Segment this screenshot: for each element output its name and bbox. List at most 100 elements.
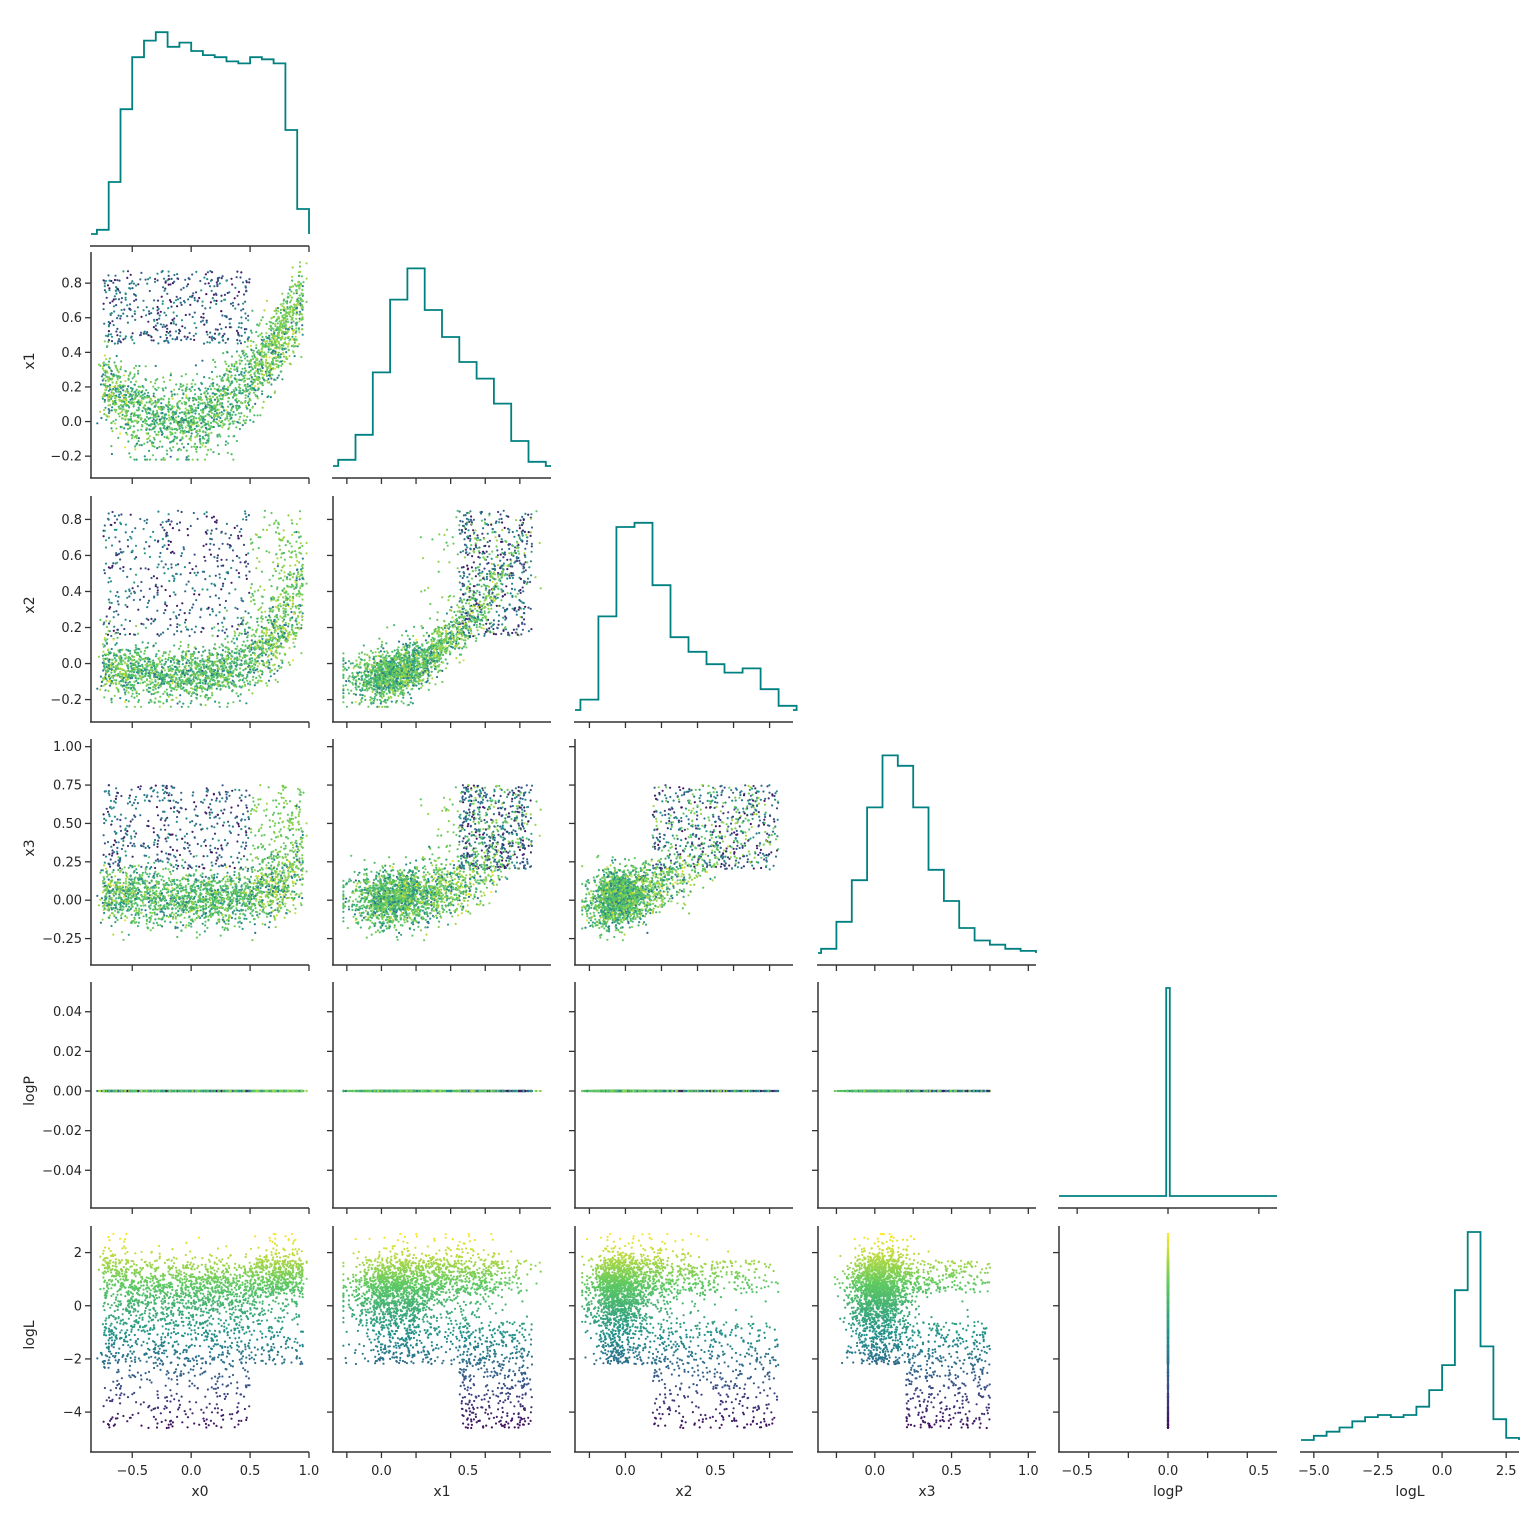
scatter-point (209, 553, 212, 556)
scatter-point (272, 561, 275, 564)
scatter-point (275, 365, 279, 368)
scatter-point (283, 309, 286, 312)
scatter-point (259, 647, 262, 650)
scatter-point (244, 370, 247, 373)
scatter-point (267, 642, 270, 646)
scatter-point (275, 307, 278, 310)
scatter-point (257, 536, 260, 539)
scatter-point (167, 274, 170, 277)
scatter-point (134, 284, 138, 287)
scatter-point (216, 383, 219, 386)
scatter-point (280, 326, 283, 329)
scatter-point (221, 422, 225, 425)
scatter-point (254, 402, 257, 405)
scatter-point (193, 646, 196, 649)
scatter-point (103, 572, 106, 575)
scatter-point (112, 654, 115, 657)
scatter-point (284, 623, 287, 627)
scatter-point (172, 410, 175, 413)
scatter-point (157, 686, 160, 689)
scatter-point (298, 628, 301, 631)
scatter-point (116, 518, 119, 521)
scatter-point (275, 344, 278, 347)
scatter-point (108, 607, 111, 610)
scatter-point (167, 414, 170, 417)
scatter-point (115, 659, 118, 662)
scatter-point (287, 312, 290, 315)
scatter-point (242, 669, 245, 672)
scatter-point (102, 408, 106, 412)
scatter-point (301, 577, 304, 580)
scatter-point (234, 413, 237, 416)
scatter-point (251, 355, 254, 358)
scatter-point (203, 342, 206, 345)
scatter-point (259, 381, 262, 384)
scatter-point (152, 692, 155, 696)
scatter-point (264, 616, 267, 619)
scatter-point (169, 322, 173, 325)
scatter-point (222, 352, 225, 355)
scatter-point (122, 312, 125, 315)
scatter-point (301, 324, 304, 327)
scatter-point (191, 396, 195, 400)
scatter-point (149, 458, 152, 461)
scatter-point (163, 673, 167, 676)
scatter-point (133, 591, 136, 595)
scatter-point (162, 277, 166, 280)
scatter-point (191, 670, 194, 673)
scatter-point (166, 693, 169, 697)
scatter-point (186, 681, 189, 684)
scatter-point (162, 456, 165, 460)
scatter-point (169, 551, 173, 554)
scatter-point (202, 645, 205, 648)
scatter-point (203, 391, 206, 394)
scatter-point (199, 668, 202, 671)
scatter-point (300, 552, 303, 555)
scatter-point (208, 575, 211, 578)
scatter-point (249, 657, 252, 660)
scatter-point (124, 523, 127, 526)
scatter-point (216, 422, 219, 426)
scatter-point (287, 348, 290, 351)
scatter-point (196, 432, 199, 435)
scatter-point (209, 388, 213, 391)
scatter-point (189, 571, 192, 575)
scatter-point (205, 321, 208, 324)
scatter-point (205, 515, 208, 518)
scatter-point (140, 402, 143, 405)
scatter-point (288, 646, 291, 650)
scatter-point (291, 599, 294, 602)
scatter-point (283, 571, 286, 574)
scatter-point (180, 319, 184, 322)
scatter-point (173, 280, 176, 283)
scatter-point (267, 351, 270, 354)
scatter-point (108, 661, 111, 664)
scatter-point (103, 289, 106, 292)
scatter-point (235, 380, 238, 383)
scatter-point (243, 367, 246, 370)
scatter-point (213, 398, 216, 401)
scatter-point (142, 309, 145, 312)
scatter-point (162, 631, 165, 634)
scatter-point (295, 585, 298, 588)
scatter-point (217, 333, 220, 336)
scatter-point (113, 694, 116, 698)
scatter-point (284, 321, 287, 324)
scatter-point (232, 388, 235, 391)
scatter-point (134, 318, 137, 321)
scatter-point (229, 403, 232, 406)
scatter-point (287, 593, 290, 596)
scatter-point (194, 332, 197, 335)
scatter-point (249, 408, 252, 411)
scatter-point (126, 315, 129, 318)
scatter-point (116, 591, 119, 594)
scatter-point (131, 401, 134, 404)
scatter-point (240, 528, 243, 531)
scatter-point (184, 411, 187, 414)
scatter-point (235, 329, 239, 332)
scatter-point (112, 420, 115, 423)
scatter-point (107, 629, 110, 632)
scatter-point (148, 690, 151, 694)
scatter-point (116, 334, 119, 337)
scatter-point (265, 550, 268, 553)
